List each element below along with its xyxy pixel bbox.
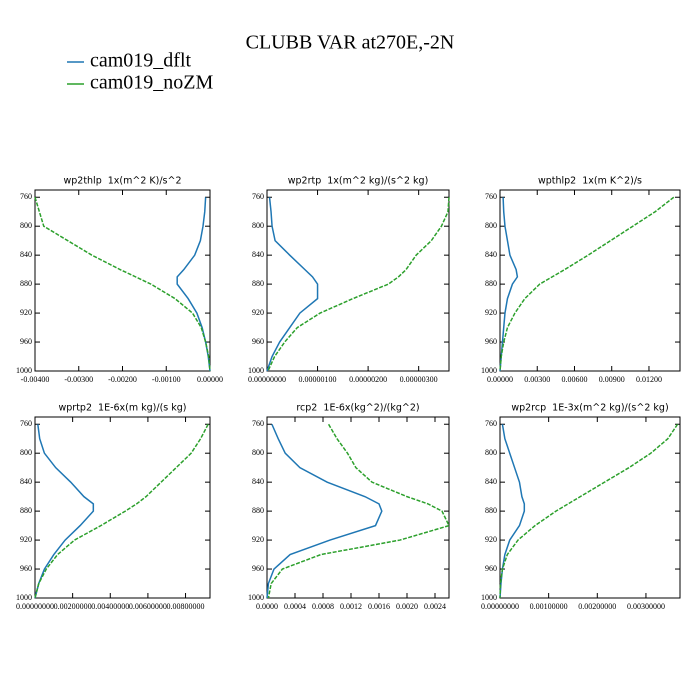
series-line <box>266 423 383 599</box>
y-tick-label: 880 <box>485 506 497 515</box>
y-tick-label: 920 <box>252 535 264 544</box>
series-line <box>499 196 675 372</box>
y-tick-label: 1000 <box>248 593 264 602</box>
x-tick-label: -0.00200 <box>108 375 137 384</box>
x-tick-label: 0.00200000 <box>54 602 92 611</box>
x-tick-label: 0.00600 <box>561 375 587 384</box>
x-tick-label: 0.00800000 <box>167 602 205 611</box>
panel-title: wp2rcp 1E-3x(m^2 kg)/(s^2 kg) <box>511 403 668 414</box>
x-tick-label: 0.0012 <box>340 602 362 611</box>
x-tick-label: 0.00200000 <box>578 602 616 611</box>
y-tick-label: 880 <box>485 279 497 288</box>
plot-frame <box>499 189 681 372</box>
panel-title: wp2thlp 1x(m^2 K)/s^2 <box>63 176 181 187</box>
y-tick-label: 760 <box>252 192 264 201</box>
series-line <box>499 197 519 372</box>
y-tick-label: 800 <box>485 221 497 230</box>
x-tick-label: 0.0016 <box>368 602 390 611</box>
y-tick-label: 840 <box>485 477 497 486</box>
x-tick-label: -0.00100 <box>152 375 181 384</box>
y-tick-label: 760 <box>20 419 32 428</box>
y-tick-label: 760 <box>252 419 264 428</box>
y-tick-label: 960 <box>485 564 497 573</box>
x-tick-label: 0.00000 <box>197 375 223 384</box>
y-tick-label: 960 <box>485 337 497 346</box>
y-tick-label: 880 <box>252 506 264 515</box>
y-tick-label: 840 <box>252 477 264 486</box>
x-tick-label: 0.01200 <box>636 375 662 384</box>
panel-title: wprtp2 1E-6x(m kg)/(s kg) <box>58 403 186 414</box>
x-tick-label: 0.00600000 <box>129 602 167 611</box>
series-line <box>34 423 209 599</box>
y-tick-label: 760 <box>485 419 497 428</box>
y-tick-label: 1000 <box>248 366 264 375</box>
y-tick-label: 920 <box>485 308 497 317</box>
y-tick-label: 880 <box>252 279 264 288</box>
series-line <box>267 423 451 599</box>
y-tick-label: 800 <box>252 448 264 457</box>
x-tick-label: 0.00900 <box>599 375 625 384</box>
x-tick-label: 0.00000300 <box>400 375 438 384</box>
plot-frame <box>266 416 450 599</box>
x-tick-label: 0.00000200 <box>349 375 387 384</box>
legend-label: cam019_noZM <box>90 72 214 94</box>
y-tick-label: 920 <box>20 535 32 544</box>
x-tick-label: 0.00100000 <box>530 602 568 611</box>
figure-title: CLUBB VAR at270E,-2N <box>246 32 455 54</box>
x-tick-label: 0.00400000 <box>91 602 129 611</box>
x-tick-label: 0.0024 <box>424 602 446 611</box>
x-tick-label: 0.00300 <box>524 375 550 384</box>
y-tick-label: 960 <box>252 564 264 573</box>
y-tick-label: 760 <box>485 192 497 201</box>
y-tick-label: 960 <box>20 564 32 573</box>
plot-frame <box>34 189 211 372</box>
series-line <box>499 424 526 599</box>
x-tick-label: 0.0008 <box>312 602 334 611</box>
series-line <box>34 197 211 372</box>
x-tick-label: 0.00000100 <box>299 375 337 384</box>
x-tick-label: 0.0000 <box>256 602 278 611</box>
x-tick-label: 0.0004 <box>284 602 306 611</box>
series-line <box>499 423 679 599</box>
plot-frame <box>499 416 681 599</box>
y-tick-label: 960 <box>20 337 32 346</box>
plot-frame <box>34 416 211 599</box>
x-tick-label: 0.00000000 <box>248 375 286 384</box>
y-tick-label: 840 <box>252 250 264 259</box>
x-tick-label: -0.00300 <box>64 375 93 384</box>
y-tick-label: 1000 <box>16 366 32 375</box>
y-tick-label: 760 <box>20 192 32 201</box>
series-line <box>267 197 450 372</box>
y-tick-label: 920 <box>20 308 32 317</box>
x-tick-label: -0.00400 <box>21 375 50 384</box>
y-tick-label: 920 <box>485 535 497 544</box>
x-tick-label: 0.0020 <box>396 602 418 611</box>
x-tick-label: 0.00000000 <box>16 602 54 611</box>
x-tick-label: 0.00000 <box>487 375 513 384</box>
y-tick-label: 1000 <box>481 366 497 375</box>
panel-title: rcp2 1E-6x(kg^2)/(kg^2) <box>296 403 419 414</box>
y-tick-label: 800 <box>485 448 497 457</box>
y-tick-label: 800 <box>20 448 32 457</box>
series-line <box>266 197 319 372</box>
y-tick-label: 840 <box>20 250 32 259</box>
plot-frame <box>266 189 450 372</box>
panel-title: wp2rtp 1x(m^2 kg)/(s^2 kg) <box>288 176 429 187</box>
y-tick-label: 920 <box>252 308 264 317</box>
legend-label: cam019_dflt <box>90 50 192 72</box>
y-tick-label: 880 <box>20 279 32 288</box>
y-tick-label: 960 <box>252 337 264 346</box>
y-tick-label: 800 <box>20 221 32 230</box>
x-tick-label: 0.00000000 <box>481 602 519 611</box>
panel-title: wpthlp2 1x(m K^2)/s <box>538 176 642 187</box>
y-tick-label: 800 <box>252 221 264 230</box>
y-tick-label: 880 <box>20 506 32 515</box>
series-line <box>34 424 95 599</box>
y-tick-label: 840 <box>485 250 497 259</box>
x-tick-label: 0.00300000 <box>627 602 665 611</box>
y-tick-label: 1000 <box>481 593 497 602</box>
y-tick-label: 840 <box>20 477 32 486</box>
y-tick-label: 1000 <box>16 593 32 602</box>
